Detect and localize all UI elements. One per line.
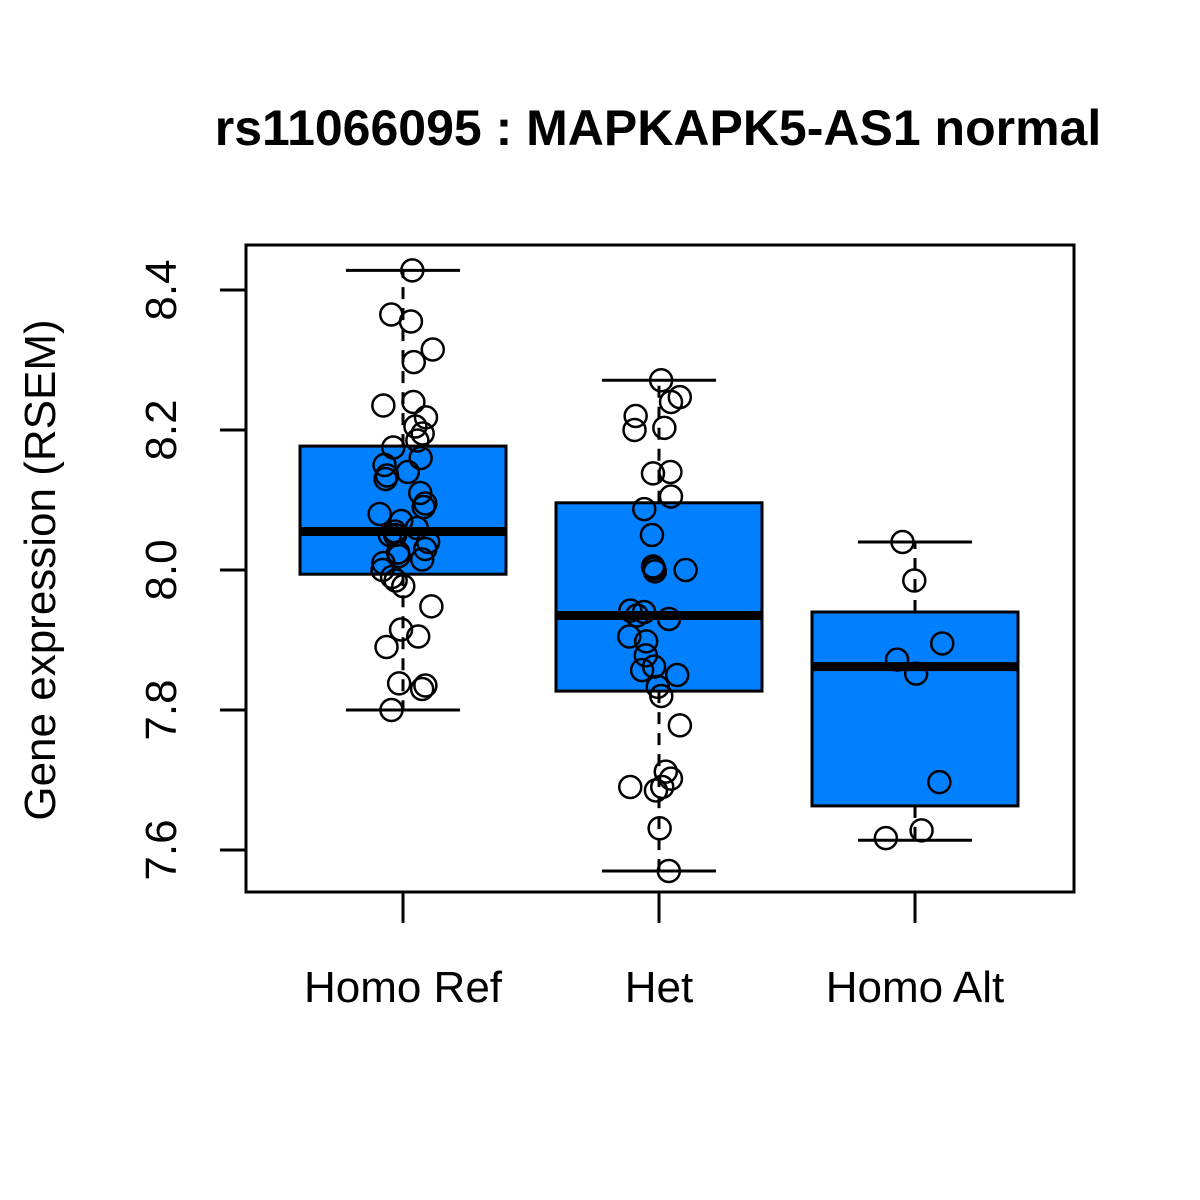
data-point	[401, 349, 427, 375]
points-layer	[367, 258, 955, 884]
y-tick-label: 8.4	[137, 259, 186, 320]
y-axis-label: Gene expression (RSEM)	[16, 319, 65, 820]
data-point	[617, 774, 643, 800]
data-point	[419, 594, 444, 619]
data-point	[656, 606, 682, 632]
data-point	[372, 452, 397, 478]
boxes-layer	[298, 268, 1020, 873]
data-point	[379, 697, 404, 723]
x-tick-label: Het	[625, 963, 693, 1012]
data-point	[371, 393, 396, 418]
data-point	[420, 337, 446, 362]
data-point	[658, 389, 684, 415]
iqr-box	[810, 610, 1020, 808]
x-axis: Homo Ref Het Homo Alt	[304, 892, 1004, 1012]
data-point	[371, 550, 396, 576]
y-tick-label: 7.8	[137, 679, 186, 740]
iqr-box	[554, 501, 764, 693]
data-point	[647, 816, 672, 841]
data-point	[618, 598, 643, 623]
data-point	[391, 573, 416, 599]
data-point	[388, 617, 414, 642]
data-point	[639, 522, 665, 548]
data-point	[629, 657, 655, 683]
data-point	[400, 258, 425, 283]
data-point	[673, 557, 698, 583]
data-point	[408, 445, 433, 471]
data-point	[652, 415, 677, 441]
data-point	[383, 568, 408, 593]
data-point	[648, 368, 674, 393]
x-tick-label: Homo Alt	[826, 963, 1005, 1012]
data-point	[930, 631, 955, 656]
data-point	[623, 403, 648, 429]
plot-area	[244, 243, 1076, 894]
box-group	[810, 540, 1020, 842]
data-point	[624, 603, 650, 628]
data-point	[658, 766, 684, 791]
data-point	[386, 671, 412, 696]
data-point	[398, 309, 424, 334]
data-point	[410, 421, 435, 446]
data-point	[642, 559, 668, 584]
y-tick-label: 7.6	[137, 819, 186, 880]
data-point	[373, 466, 398, 492]
data-point	[405, 428, 430, 453]
data-point	[643, 778, 669, 803]
data-point	[873, 825, 899, 851]
data-point	[927, 769, 952, 795]
data-point	[902, 568, 927, 593]
data-point	[409, 676, 435, 702]
data-point	[633, 629, 659, 654]
data-point	[884, 647, 910, 672]
data-point	[367, 501, 392, 527]
y-axis: 7.6 7.8 8.0 8.2 8.4	[137, 259, 246, 881]
data-point	[909, 818, 934, 843]
data-point	[658, 484, 684, 509]
y-tick-label: 8.0	[137, 539, 186, 600]
data-point	[890, 529, 915, 555]
data-point	[617, 624, 642, 649]
chart-title: rs11066095 : MAPKAPK5-AS1 normal	[215, 100, 1102, 156]
data-point	[401, 389, 426, 415]
data-point	[622, 417, 647, 443]
y-tick-label: 8.2	[137, 399, 186, 460]
box-group	[298, 268, 508, 712]
data-point	[640, 461, 666, 486]
data-point	[413, 673, 438, 698]
data-point	[412, 536, 438, 562]
data-point	[903, 661, 929, 686]
data-point	[409, 547, 435, 572]
data-point	[667, 713, 693, 738]
data-point	[374, 634, 399, 660]
data-point	[653, 759, 679, 784]
data-point	[656, 858, 682, 884]
data-point	[649, 683, 674, 709]
box-group	[554, 378, 764, 873]
data-point	[405, 624, 431, 649]
data-point	[664, 662, 690, 688]
data-point	[631, 496, 657, 522]
data-point	[658, 459, 683, 485]
x-tick-label: Homo Ref	[304, 963, 503, 1012]
data-point	[403, 414, 428, 439]
